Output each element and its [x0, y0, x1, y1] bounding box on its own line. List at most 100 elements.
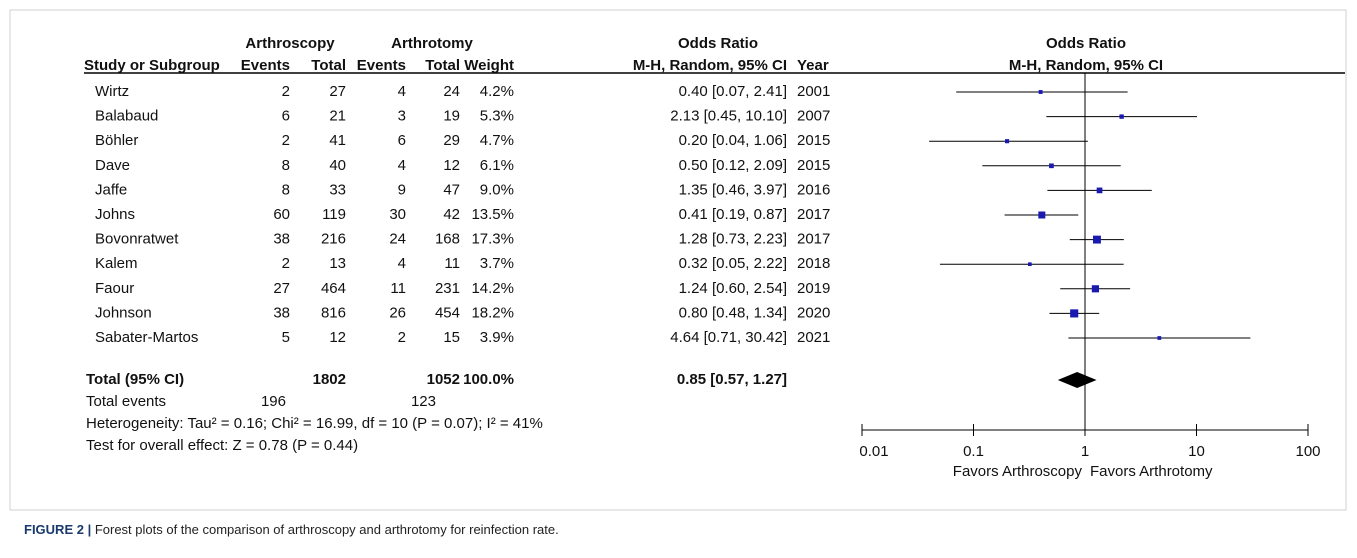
cell: 12: [443, 157, 460, 174]
study-name: Böhler: [95, 132, 138, 149]
cell: 2: [282, 132, 290, 149]
cell: 231: [435, 280, 460, 297]
cell: 12: [329, 329, 346, 346]
effect-square: [1027, 262, 1032, 267]
effect-square: [1096, 187, 1103, 194]
cell: 60: [273, 206, 290, 223]
total-label: Total (95% CI): [86, 371, 184, 388]
cell: 119: [322, 206, 346, 223]
column-header: Study or Subgroup: [84, 57, 220, 74]
study-name: Johnson: [95, 304, 152, 321]
column-header: Weight: [464, 57, 514, 74]
cell: 1.35 [0.46, 3.97]: [679, 181, 787, 198]
cell: 464: [321, 280, 346, 297]
cell: 4.2%: [480, 83, 514, 100]
x-tick-label: 1: [1081, 443, 1089, 460]
forest-plot: Arthroscopy Arthrotomy Odds Ratio Odds R…: [9, 9, 1347, 511]
year: 2007: [797, 108, 830, 125]
cell: 40: [329, 157, 346, 174]
year: 2021: [797, 329, 830, 346]
cell: 9: [398, 181, 406, 198]
cell: 0.20 [0.04, 1.06]: [679, 132, 787, 149]
cell: 18.2%: [471, 304, 514, 321]
cell: 1.24 [0.60, 2.54]: [679, 280, 787, 297]
cell: 33: [329, 181, 346, 198]
cell: 13: [329, 255, 346, 272]
group-header: Arthrotomy: [391, 35, 473, 52]
cell: 30: [389, 206, 406, 223]
year: 2019: [797, 280, 830, 297]
cell: 13.5%: [471, 206, 514, 223]
cell: 216: [321, 231, 346, 248]
cell: 5: [282, 329, 290, 346]
cell: 168: [435, 231, 460, 248]
x-tick-label: 100: [1295, 443, 1320, 460]
year: 2015: [797, 132, 830, 149]
cell: 0.41 [0.19, 0.87]: [679, 206, 787, 223]
column-header: Events: [241, 57, 290, 74]
cell: 21: [329, 108, 346, 125]
cell: 42: [443, 206, 460, 223]
total-cell: 100.0%: [463, 371, 514, 388]
cell: 47: [443, 181, 460, 198]
total-cell: 0.85 [0.57, 1.27]: [677, 371, 787, 388]
x-tick-label: 0.01: [859, 443, 888, 460]
cell: 3.9%: [480, 329, 514, 346]
cell: 0.80 [0.48, 1.34]: [679, 304, 787, 321]
effect-square: [1049, 163, 1054, 169]
study-name: Bovonratwet: [95, 231, 179, 248]
column-header: Total: [311, 57, 346, 74]
x-tick-label: 0.1: [963, 443, 984, 460]
cell: 11: [390, 280, 406, 297]
study-name: Johns: [95, 206, 135, 223]
cell: 29: [443, 132, 460, 149]
cell: 24: [443, 83, 460, 100]
caption: FIGURE 2 | Forest plots of the compariso…: [24, 522, 559, 537]
cell: 24: [389, 231, 406, 248]
cell: 6: [398, 132, 406, 149]
cell: 14.2%: [471, 280, 514, 297]
total-events: 196: [261, 393, 286, 410]
cell: 38: [273, 304, 290, 321]
effect-square: [1093, 235, 1101, 244]
cell: 11: [444, 255, 460, 272]
study-name: Jaffe: [95, 181, 127, 198]
cell: 1.28 [0.73, 2.23]: [679, 231, 787, 248]
cell: 26: [389, 304, 406, 321]
group-header: Arthroscopy: [245, 35, 335, 52]
cell: 41: [329, 132, 346, 149]
study-name: Sabater-Martos: [95, 329, 198, 346]
column-header: Events: [357, 57, 406, 74]
x-label-left: Favors Arthroscopy: [953, 463, 1083, 480]
study-name: Kalem: [95, 255, 138, 272]
cell: 2: [282, 255, 290, 272]
figure-border: [9, 9, 1347, 511]
cell: 5.3%: [480, 108, 514, 125]
group-header: Odds Ratio: [678, 35, 758, 52]
study-name: Balabaud: [95, 108, 158, 125]
group-header: Odds Ratio: [1046, 35, 1126, 52]
overall-effect: Test for overall effect: Z = 0.78 (P = 0…: [86, 437, 358, 454]
effect-square: [1119, 114, 1124, 119]
year: 2017: [797, 231, 830, 248]
cell: 2.13 [0.45, 10.10]: [670, 108, 787, 125]
cell: 816: [321, 304, 346, 321]
cell: 454: [435, 304, 460, 321]
year: 2001: [797, 83, 830, 100]
heterogeneity: Heterogeneity: Tau² = 0.16; Chi² = 16.99…: [86, 415, 543, 432]
year: 2016: [797, 181, 830, 198]
cell: 8: [282, 181, 290, 198]
cell: 2: [282, 83, 290, 100]
study-name: Wirtz: [95, 83, 129, 100]
total-events-label: Total events: [86, 393, 166, 410]
effect-square: [1157, 336, 1162, 340]
column-header: M-H, Random, 95% CI: [633, 57, 787, 74]
caption-label: FIGURE 2 |: [24, 522, 92, 537]
effect-square: [1038, 90, 1043, 94]
year: 2015: [797, 157, 830, 174]
effect-square: [1005, 139, 1010, 144]
x-tick-label: 10: [1188, 443, 1205, 460]
cell: 0.50 [0.12, 2.09]: [679, 157, 787, 174]
column-header: Year: [797, 57, 829, 74]
